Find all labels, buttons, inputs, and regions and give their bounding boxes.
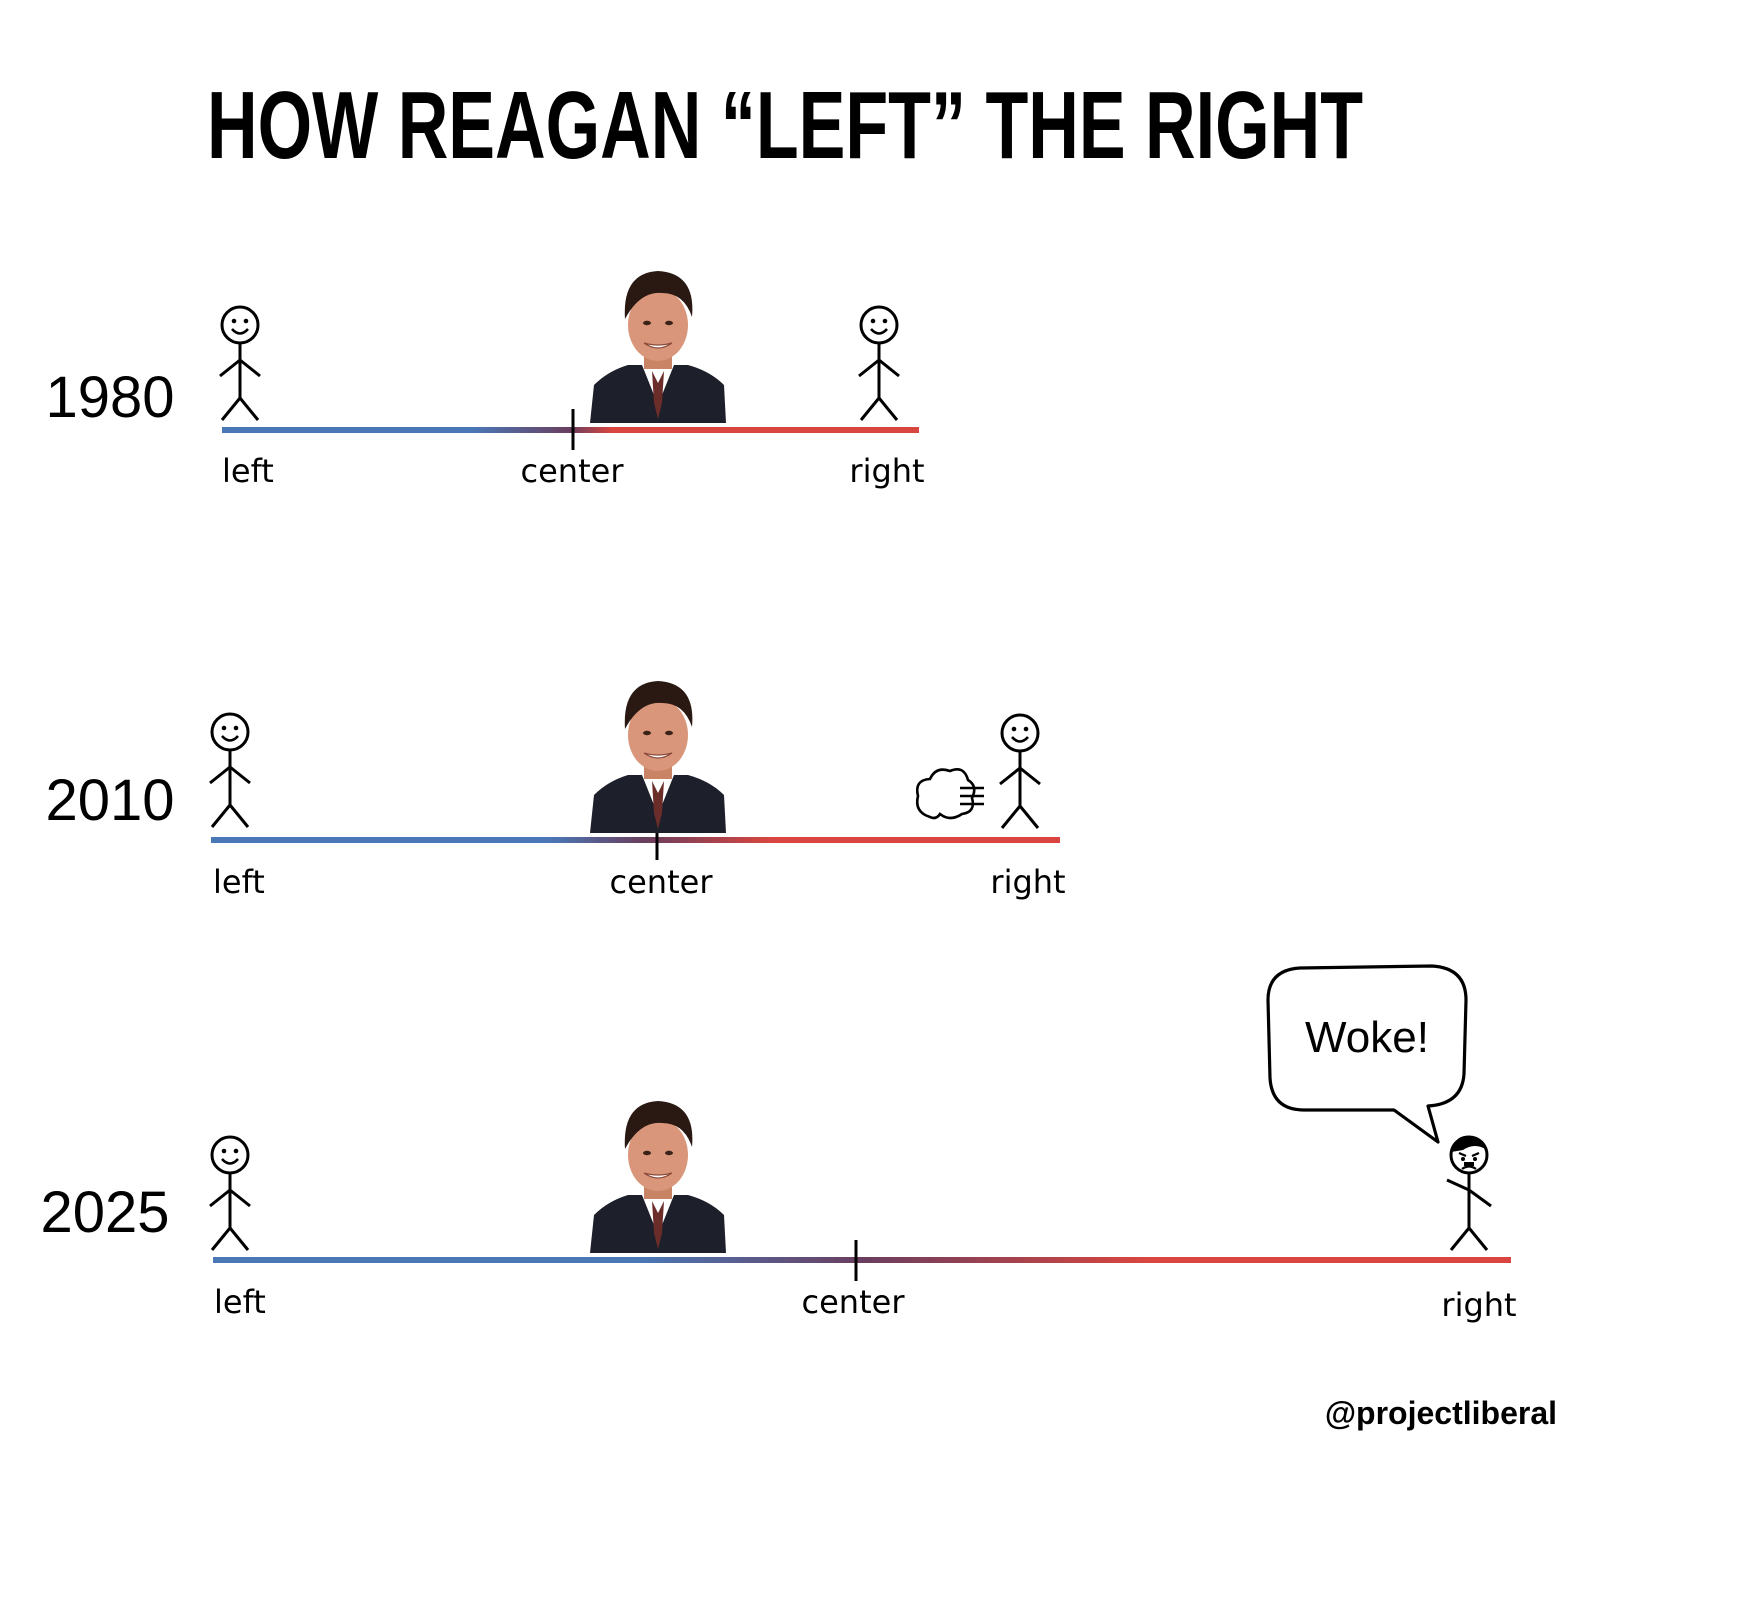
year-label: 2010 [45,768,174,833]
year-label: 1980 [45,365,174,430]
reagan-portrait [589,680,727,834]
speech-bubble: Woke! [1266,964,1468,1144]
left-label: left [222,452,274,490]
right-label: right [990,863,1065,901]
center-label: center [610,863,714,901]
right-label: right [1441,1286,1516,1324]
right-label: right [849,452,924,490]
dust-cloud-icon [915,768,984,820]
left-stick-figure [208,712,252,829]
right-stick-figure [857,305,901,422]
speech-bubble-text: Woke! [1305,1013,1429,1062]
reagan-portrait [589,1100,727,1254]
reagan-portrait [589,270,727,424]
right-stick-figure [998,713,1042,830]
left-label: left [213,863,265,901]
left-stick-figure [218,305,262,422]
page-title: HOW REAGAN “LEFT” THE RIGHT [207,72,1363,179]
left-stick-figure [208,1135,252,1252]
timeline-1980: 1980 left center right [45,270,925,490]
right-angry-stick-figure [1445,1134,1493,1252]
left-label: left [214,1283,266,1321]
watermark-handle: @projectliberal [1325,1395,1557,1431]
spectrum-line [213,1257,1511,1263]
year-label: 2025 [40,1180,169,1245]
spectrum-line [222,427,919,433]
timeline-2010: 2010 left center right [45,680,1066,901]
center-label: center [802,1283,906,1321]
spectrum-line [211,837,1060,843]
center-label: center [521,452,625,490]
timeline-2025: 2025 left center right Woke! [40,964,1517,1324]
